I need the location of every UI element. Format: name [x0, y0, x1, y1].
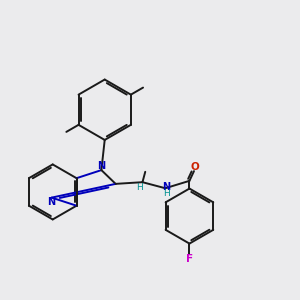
Text: N: N	[162, 182, 170, 192]
Text: H: H	[163, 189, 170, 198]
Text: H: H	[136, 183, 143, 192]
Text: N: N	[97, 161, 105, 171]
Text: F: F	[186, 254, 193, 264]
Text: O: O	[190, 162, 199, 172]
Text: N: N	[48, 197, 56, 207]
